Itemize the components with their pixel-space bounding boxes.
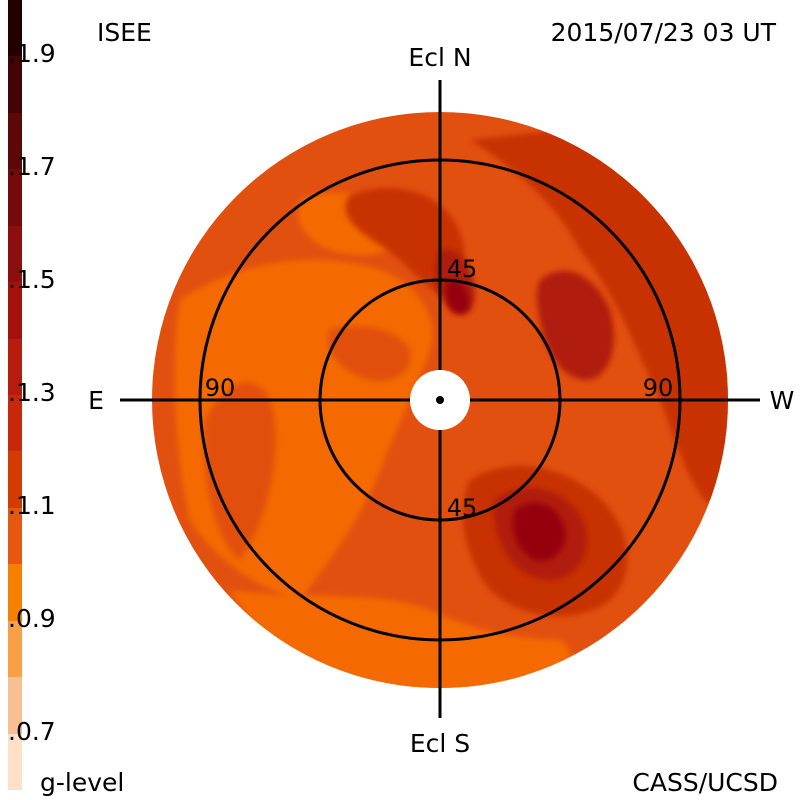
colorbar-band [8, 0, 22, 57]
colorbar-band [8, 451, 22, 508]
colorbar-band [8, 507, 22, 565]
base-pocket-left [204, 382, 276, 560]
colorbar-band [8, 282, 22, 339]
darkest-region-southeast-core [512, 502, 566, 561]
colorbar-tick-label: .1.9 [8, 39, 56, 69]
colorbar-band [8, 564, 22, 621]
ring-label-inner-top: 45 [447, 255, 478, 283]
colorbar-band [8, 620, 22, 678]
base-pocket-center [327, 326, 411, 381]
ring-label-outer-left: 90 [205, 374, 236, 402]
colorbar [0, 0, 24, 800]
colorbar-band [8, 395, 22, 452]
east-label: E [88, 386, 104, 415]
observatory-label: ISEE [97, 18, 152, 47]
ring-label-outer-right: 90 [643, 374, 674, 402]
colorbar-band [8, 56, 22, 113]
center-dot [436, 396, 444, 404]
credit-label: CASS/UCSD [632, 768, 778, 797]
dark-region-north-center [345, 187, 465, 300]
timestamp: 2015/07/23 03 UT [550, 18, 776, 47]
dark-region-east-band [470, 130, 728, 520]
colorbar-band [8, 338, 22, 395]
colorbar-band [8, 733, 22, 790]
darker-region-northeast [536, 271, 614, 380]
darkest-region-north-core [445, 279, 469, 314]
colorbar-tick-label: .0.9 [8, 603, 56, 633]
colorbar-tick-label: .1.3 [8, 378, 56, 407]
colorbar-band [8, 677, 22, 734]
north-label: Ecl N [408, 43, 471, 72]
colorbar-tick-label: .0.7 [8, 716, 56, 746]
ring-label-inner-bottom: 45 [447, 494, 478, 522]
colorbar-tick-label: .1.1 [8, 490, 56, 520]
colorbar-tick-label: .1.7 [8, 152, 56, 182]
colorbar-band [8, 225, 22, 283]
colorbar-band [8, 112, 22, 170]
light-region-south [230, 590, 571, 688]
colorbar-band [8, 169, 22, 226]
colorbar-title: g-level [40, 768, 125, 797]
south-label: Ecl S [410, 729, 470, 758]
colorbar-tick-label: .1.5 [8, 265, 56, 295]
west-label: W [770, 386, 795, 415]
